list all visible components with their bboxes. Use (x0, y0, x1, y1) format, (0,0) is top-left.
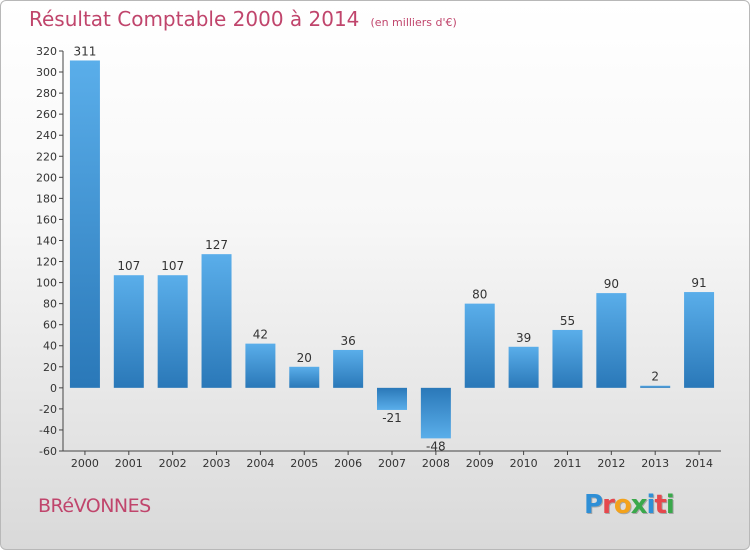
x-tick-label-2009: 2009 (466, 457, 494, 470)
bar-2011 (552, 329, 583, 388)
bar-2002 (157, 275, 188, 388)
x-tick-label-2001: 2001 (115, 457, 143, 470)
x-tick-label-2010: 2010 (510, 457, 538, 470)
x-tick-label-2005: 2005 (290, 457, 318, 470)
data-label-2005: 20 (297, 351, 312, 365)
title-main: Résultat Comptable 2000 à 2014 (29, 7, 360, 31)
data-label-2004: 42 (253, 328, 268, 342)
data-label-2001: 107 (117, 259, 140, 273)
logo-letter: i (646, 490, 656, 520)
bar-2001 (113, 275, 144, 388)
x-tick-label-2014: 2014 (685, 457, 713, 470)
x-tick-label-2011: 2011 (553, 457, 581, 470)
title-unit: (en milliers d'€) (370, 16, 457, 29)
logo-letter: i (665, 490, 675, 520)
y-tick-label: 160 (36, 213, 57, 226)
x-tick-label-2000: 2000 (71, 457, 99, 470)
y-tick-label: 80 (43, 298, 57, 311)
y-tick-label: 140 (36, 234, 57, 247)
data-label-2014: 91 (691, 276, 706, 290)
bar-2005 (289, 366, 320, 388)
y-tick-label: 120 (36, 256, 57, 269)
x-tick-label-2002: 2002 (159, 457, 187, 470)
data-label-2008: -48 (426, 439, 446, 453)
chart-title: Résultat Comptable 2000 à 2014 (en milli… (29, 7, 457, 31)
bar-2014 (684, 292, 715, 388)
y-tick-label: 280 (36, 87, 57, 100)
y-tick-label: -40 (39, 424, 57, 437)
x-tick-label-2006: 2006 (334, 457, 362, 470)
y-tick-label: 240 (36, 129, 57, 142)
y-tick-label: 180 (36, 192, 57, 205)
bar-2006 (333, 349, 364, 388)
bar-2009 (464, 303, 495, 388)
y-tick-label: 0 (50, 382, 57, 395)
data-label-2012: 90 (604, 277, 619, 291)
y-tick-label: 100 (36, 277, 57, 290)
y-tick-label: 320 (36, 45, 57, 58)
data-label-2003: 127 (205, 238, 228, 252)
logo-letter: P (584, 490, 603, 520)
logo-letter: r (602, 490, 615, 520)
x-tick-label-2007: 2007 (378, 457, 406, 470)
bar-2004 (245, 343, 276, 388)
y-tick-label: 60 (43, 319, 57, 332)
data-label-2011: 55 (560, 314, 575, 328)
data-label-2010: 39 (516, 331, 531, 345)
x-tick-label-2003: 2003 (203, 457, 231, 470)
bar-2013 (640, 385, 671, 388)
data-label-2007: -21 (382, 411, 402, 425)
commune-name: BRéVONNES (38, 495, 151, 517)
y-tick-label: 200 (36, 171, 57, 184)
bar-2012 (596, 293, 627, 388)
bar-2010 (508, 346, 539, 388)
y-tick-label: 40 (43, 340, 57, 353)
logo-letter: x (630, 490, 648, 520)
logo-letter: o (613, 490, 632, 520)
data-label-2013: 2 (651, 370, 659, 384)
y-tick-label: -20 (39, 403, 57, 416)
y-tick-label: 20 (43, 361, 57, 374)
logo-letter: t (654, 490, 666, 520)
data-label-2002: 107 (161, 259, 184, 273)
bar-2000 (69, 60, 100, 388)
x-tick-label-2008: 2008 (422, 457, 450, 470)
bar-2007 (377, 387, 407, 410)
data-label-2006: 36 (340, 334, 355, 348)
data-label-2000: 311 (73, 44, 96, 58)
y-tick-label: 220 (36, 150, 57, 163)
x-tick-label-2013: 2013 (641, 457, 669, 470)
data-label-2009: 80 (472, 288, 487, 302)
y-tick-label: 300 (36, 66, 57, 79)
x-tick-label-2012: 2012 (597, 457, 625, 470)
bar-2008 (420, 387, 451, 439)
bar-2003 (201, 254, 232, 388)
proxiti-logo: Proxiti (584, 490, 675, 520)
x-tick-label-2004: 2004 (246, 457, 274, 470)
y-tick-label: -60 (39, 445, 57, 458)
y-tick-label: 260 (36, 108, 57, 121)
